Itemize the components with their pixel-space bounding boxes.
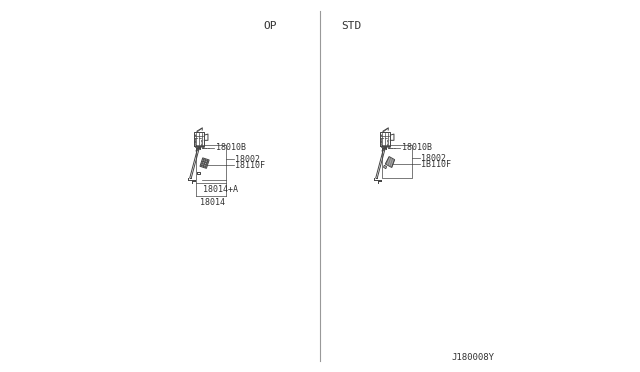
Text: 18010B: 18010B [401,143,431,152]
Text: 18110F: 18110F [236,161,266,170]
Circle shape [203,159,204,160]
Circle shape [201,165,202,166]
Circle shape [205,164,207,165]
Text: 18010B: 18010B [216,143,246,152]
Bar [381,138,387,147]
Text: J180008Y: J180008Y [452,353,495,362]
Text: 18014: 18014 [200,198,225,207]
Text: 18002: 18002 [236,155,260,164]
Polygon shape [383,165,387,169]
Circle shape [203,166,204,167]
Polygon shape [200,158,209,169]
Text: STD: STD [342,21,362,31]
Text: OP: OP [263,21,276,31]
Circle shape [202,163,203,164]
Circle shape [205,160,206,161]
Text: 1B110F: 1B110F [422,160,451,169]
Circle shape [207,160,208,161]
Circle shape [205,166,206,167]
Circle shape [202,161,204,162]
Text: 18014+A: 18014+A [204,185,238,194]
Bar [195,138,201,147]
Polygon shape [385,157,395,167]
Text: 18002: 18002 [422,154,447,163]
Circle shape [204,162,205,163]
